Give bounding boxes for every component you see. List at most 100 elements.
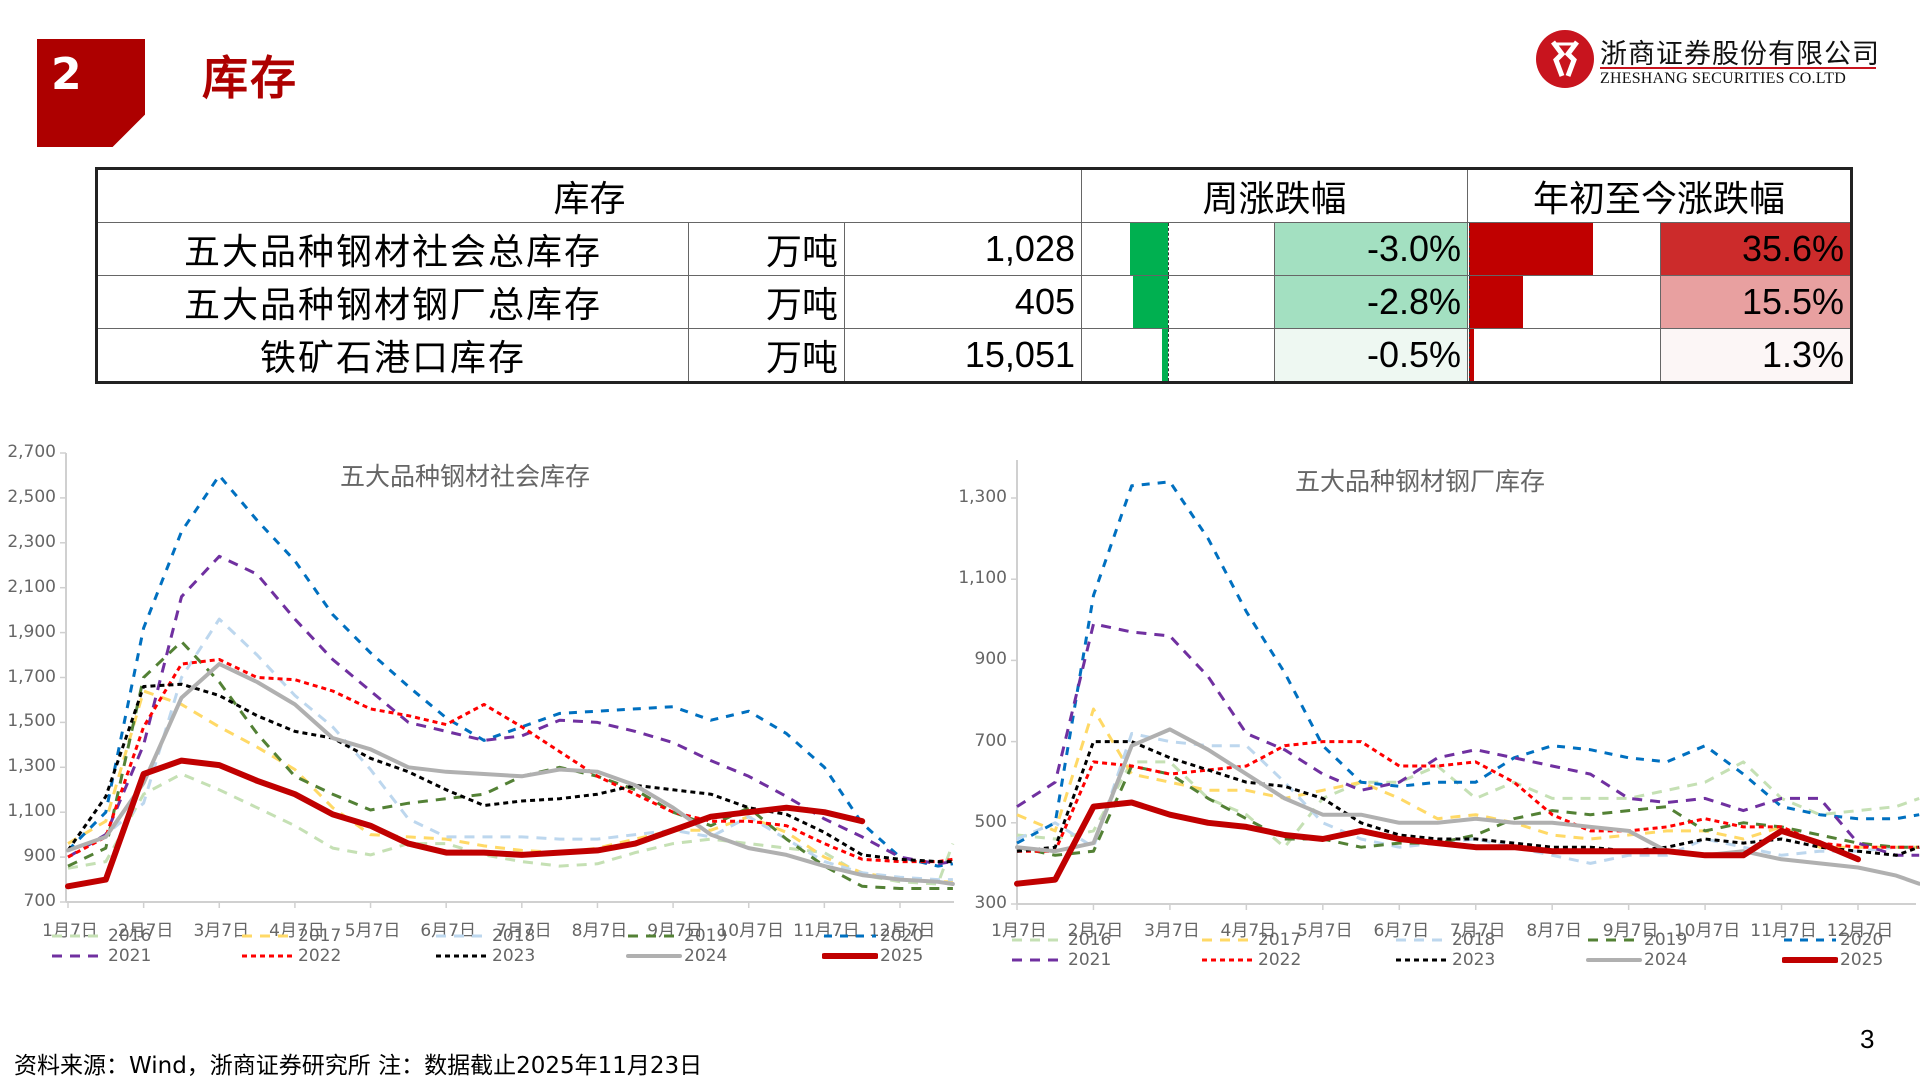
company-logo: 浙商证券股份有限公司 ZHESHANG SECURITIES CO.LTD (1536, 30, 1879, 90)
y-tick-label: 1,900 (7, 621, 56, 642)
legend-swatch-icon (242, 934, 294, 938)
source-note: 资料来源：Wind，浙商证券研究所 注：数据截止2025年11月23日 (14, 1053, 703, 1079)
series-line-2025 (65, 757, 866, 890)
header-ytd-change: 年初至今涨跌幅 (1467, 168, 1853, 223)
legend-item-2020[interactable]: 2020 (822, 926, 923, 946)
legend-item-2016[interactable]: 2016 (1010, 930, 1111, 950)
y-tick-label: 900 (23, 846, 56, 867)
y-tick-label: 2,300 (7, 531, 56, 552)
x-tick-label: 9月7日 (647, 921, 703, 941)
legend-label: 2023 (1452, 950, 1496, 970)
legend-label: 2020 (880, 926, 924, 946)
weekly-change-bar (1161, 329, 1168, 381)
legend-item-2023[interactable]: 2023 (434, 946, 535, 966)
x-tick-label: 5月7日 (1296, 921, 1353, 941)
ytd-change-bar (1469, 276, 1523, 328)
inventory-summary-table: 库存 周涨跌幅 年初至今涨跌幅 五大品种钢材社会总库存 万吨 1,028 -3.… (95, 167, 1854, 384)
legend-swatch-icon (1396, 938, 1448, 942)
section-number-badge: 2 (37, 39, 145, 147)
row-unit: 万吨 (688, 328, 845, 383)
x-tick-label: 3月7日 (1144, 921, 1200, 941)
x-tick-label: 7月7日 (1449, 921, 1506, 941)
x-tick-label: 7月7日 (495, 921, 552, 941)
mill-inventory-plot (1011, 460, 1920, 910)
legend-item-2021[interactable]: 2021 (1010, 950, 1111, 970)
series-line-2022 (67, 658, 954, 864)
bar-axis (1469, 276, 1471, 328)
weekly-change-value: -0.5% (1273, 328, 1469, 383)
legend-item-2020[interactable]: 2020 (1782, 930, 1883, 950)
legend-item-2017[interactable]: 2017 (1200, 930, 1301, 950)
legend-item-2018[interactable]: 2018 (1394, 930, 1495, 950)
legend-swatch-icon (1588, 938, 1640, 942)
table-row: 五大品种钢材社会总库存 万吨 1,028 -3.0% 35.6% (96, 222, 1853, 276)
table-row: 五大品种钢材钢厂总库存 万吨 405 -2.8% 15.5% (96, 275, 1853, 329)
page-number: 3 (1860, 1024, 1875, 1054)
weekly-change-value: -2.8% (1273, 275, 1469, 329)
legend-item-2021[interactable]: 2021 (50, 946, 151, 966)
logo-english-name: ZHESHANG SECURITIES CO.LTD (1600, 70, 1846, 87)
legend-label: 2022 (298, 946, 342, 966)
x-tick-label: 12月7日 (1826, 921, 1894, 941)
series-line-2024 (66, 662, 955, 886)
social-inventory-chart: 五大品种钢材社会库存 2,700 2,500 2,300 2,100 1,900 1,70… (0, 440, 960, 1000)
x-tick-label: 10月7日 (717, 921, 784, 941)
x-tick-label: 2月7日 (117, 921, 174, 941)
legend-swatch-icon (822, 953, 878, 959)
ytd-change-value: 15.5% (1660, 275, 1853, 329)
legend-item-2018[interactable]: 2018 (434, 926, 535, 946)
chart-title: 五大品种钢材社会库存 (340, 462, 591, 491)
table-header-row: 库存 周涨跌幅 年初至今涨跌幅 (96, 168, 1853, 223)
x-tick-label: 6月7日 (1373, 921, 1430, 941)
legend-label: 2025 (880, 946, 924, 966)
ytd-bar-cell (1467, 222, 1662, 276)
ytd-change-bar (1469, 329, 1474, 381)
legend-label: 2021 (1068, 950, 1112, 970)
zheshang-logo-icon (1536, 30, 1594, 88)
legend-item-2024[interactable]: 2024 (626, 946, 727, 966)
header-weekly-change: 周涨跌幅 (1080, 168, 1469, 223)
legend-item-2017[interactable]: 2017 (240, 926, 341, 946)
series-line-2018 (1016, 732, 1920, 865)
x-tick-label: 1月7日 (991, 921, 1047, 941)
ytd-change-value: 1.3% (1660, 328, 1853, 383)
series-line-2021 (1016, 622, 1920, 857)
legend-item-2024[interactable]: 2024 (1586, 950, 1687, 970)
legend-item-2023[interactable]: 2023 (1394, 950, 1495, 970)
y-tick-label: 2,700 (7, 442, 56, 462)
legend-label: 2024 (1644, 950, 1688, 970)
legend-item-2022[interactable]: 2022 (240, 946, 341, 966)
legend-item-2022[interactable]: 2022 (1200, 950, 1301, 970)
weekly-change-bar (1130, 223, 1168, 275)
page-title: 库存 (202, 51, 298, 105)
legend-swatch-icon (1202, 958, 1254, 962)
row-name: 五大品种钢材钢厂总库存 (96, 275, 689, 329)
legend-item-2025[interactable]: 2025 (1782, 950, 1883, 970)
legend-swatch-icon (1012, 938, 1064, 942)
legend-swatch-icon (824, 934, 876, 938)
legend-swatch-icon (1782, 957, 1838, 963)
legend-item-2019[interactable]: 2019 (1586, 930, 1687, 950)
legend-swatch-icon (436, 954, 488, 958)
bar-axis (1168, 276, 1169, 328)
header-inventory: 库存 (96, 168, 1082, 223)
ytd-change-bar (1469, 223, 1594, 275)
x-tick-label: 10月7日 (1673, 921, 1741, 941)
row-unit: 万吨 (688, 222, 845, 276)
x-tick-label: 9月7日 (1602, 921, 1659, 941)
x-tick-label: 4月7日 (1220, 921, 1277, 941)
series-line-2017 (67, 689, 953, 884)
ytd-change-value: 35.6% (1660, 222, 1853, 276)
legend-item-2025[interactable]: 2025 (822, 946, 923, 966)
legend-item-2019[interactable]: 2019 (626, 926, 727, 946)
chart-title: 五大品种钢材钢厂库存 (1295, 467, 1546, 496)
legend-label: 2018 (492, 926, 536, 946)
series-line-2022 (1017, 740, 1920, 853)
legend-item-2016[interactable]: 2016 (50, 926, 151, 946)
legend-label: 2016 (108, 926, 152, 946)
legend-label: 2022 (1258, 950, 1302, 970)
bar-axis (1469, 223, 1471, 275)
legend-label: 2021 (108, 946, 152, 966)
y-tick-label: 1,300 (958, 487, 1007, 507)
legend-label: 2024 (684, 946, 728, 966)
